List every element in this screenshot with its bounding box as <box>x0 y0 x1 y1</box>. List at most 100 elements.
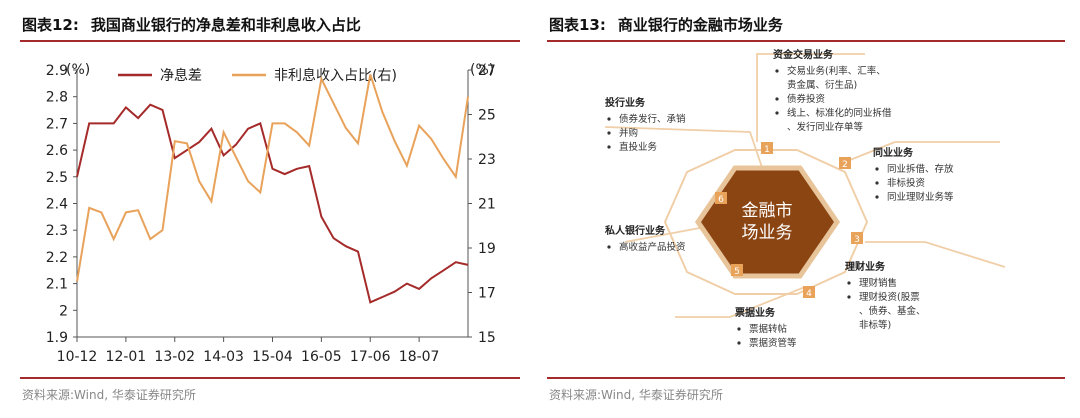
legend: 净息差 非利息收入占比(右) <box>118 67 397 84</box>
source-note-right: 资料来源:Wind, 华泰证券研究所 <box>549 388 723 402</box>
badge-5 <box>731 264 743 276</box>
legend-label-non-interest: 非利息收入占比(右) <box>274 67 397 84</box>
left-y-tick-label: 2.3 <box>46 223 68 239</box>
segment-1-item: 线上、标准化的同业拆借 <box>787 107 892 119</box>
plot-frame <box>76 70 469 338</box>
segment-1-item: 、发行同业存单等 <box>787 121 864 133</box>
bottom-rule-right <box>547 377 1065 379</box>
right-y-tick-label: 23 <box>478 152 496 168</box>
left-y-tick-label: 2.4 <box>46 197 68 213</box>
segment-6-item: 直投业务 <box>619 141 658 153</box>
x-ticks: 10-12 12-01 13-02 14-03 15-04 16-05 17-06 18-07 <box>57 337 440 365</box>
segment-3-title: 理财业务 <box>845 260 886 273</box>
x-tick-label: 12-01 <box>106 349 147 365</box>
figure-number-right: 图表13: <box>549 16 606 34</box>
x-tick-label: 10-12 <box>57 349 98 365</box>
left-y-tick-label: 2.5 <box>46 170 68 186</box>
right-y-tick-label: 25 <box>478 108 496 124</box>
left-y-tick-label: 2 <box>59 303 68 319</box>
badge-2 <box>839 157 851 169</box>
badge-3 <box>851 232 863 244</box>
segment-3-item: 、债券、基金、 <box>859 305 926 317</box>
right-y-tick-label: 27 <box>478 63 496 79</box>
bullet-dot <box>607 117 611 121</box>
badge-5-label: 5 <box>734 267 740 277</box>
bottom-rule-left <box>20 377 520 379</box>
segment-6-title: 投行业务 <box>605 96 646 109</box>
x-tick-label: 15-04 <box>252 349 293 365</box>
left-y-tick-label: 2.8 <box>46 90 68 106</box>
figure-title-left: 图表12: 我国商业银行的净息差和非利息收入占比 <box>22 14 361 35</box>
left-y-tick-label: 2.7 <box>46 116 68 132</box>
segment-5-item: 高收益产品投资 <box>619 241 686 253</box>
source-note-left: 资料来源:Wind, 华泰证券研究所 <box>22 388 196 402</box>
bullet-dot <box>737 341 741 345</box>
right-y-tick-label: 15 <box>478 330 496 346</box>
right-y-tick-label: 21 <box>478 197 496 213</box>
segment-2-title: 同业业务 <box>873 146 914 159</box>
right-axis-unit: (%) <box>470 62 494 78</box>
figure-caption-right: 商业银行的金融市场业务 <box>617 16 783 34</box>
badge-6-label: 6 <box>718 195 724 205</box>
bullet-dot <box>607 245 611 249</box>
segment-3-item: 非标等) <box>859 319 891 331</box>
hexagon-segments <box>663 149 869 295</box>
segment-3-item: 理财投资(股票 <box>859 291 920 303</box>
segment-2-item: 同业拆借、存放 <box>887 163 954 175</box>
bullet-dot <box>737 327 741 331</box>
bullet-dot <box>847 281 851 285</box>
line-chart: (%) (%) 2.92.82.72.62.52.42.32.22.121.9 … <box>46 62 496 365</box>
bullet-dot <box>875 167 879 171</box>
center-label-line1: 金融市 <box>742 201 793 221</box>
segment-2-item: 同业理财业务等 <box>887 191 954 203</box>
right-y-tick-label: 19 <box>478 241 496 257</box>
bullet-dot <box>775 69 779 73</box>
center-label-line2: 场业务 <box>742 223 793 243</box>
figure-caption-left: 我国商业银行的净息差和非利息收入占比 <box>90 16 361 34</box>
figure-number-left: 图表12: <box>22 16 79 34</box>
badge-4-label: 4 <box>806 289 812 299</box>
segment-4-item: 票据转帖 <box>749 323 788 335</box>
x-tick-label: 13-02 <box>154 349 195 365</box>
badge-1-label: 1 <box>764 145 770 155</box>
segment-1-item: 交易业务(利率、汇率、 <box>787 65 886 77</box>
center-hexagon <box>694 165 841 279</box>
badge-3-label: 3 <box>854 235 860 245</box>
segment-1-title: 资金交易业务 <box>773 48 834 61</box>
bullet-dot <box>875 195 879 199</box>
badge-1 <box>761 142 773 154</box>
figure-title-right: 图表13: 商业银行的金融市场业务 <box>549 14 783 35</box>
x-tick-label: 16-05 <box>301 349 342 365</box>
x-tick-label: 17-06 <box>350 349 391 365</box>
series-line-nim <box>76 103 469 304</box>
badge-2-label: 2 <box>842 160 848 170</box>
bullet-dot <box>847 295 851 299</box>
left-y-tick-label: 1.9 <box>46 330 68 346</box>
bullet-dot <box>775 111 779 115</box>
segment-5-title: 私人银行业务 <box>604 224 666 237</box>
segment-1-item: 贵金属、衍生品) <box>787 79 857 91</box>
top-rule-left <box>20 40 520 42</box>
left-panel: 图表12: 我国商业银行的净息差和非利息收入占比 (%) (%) 2.9 2.8 2.… <box>0 0 535 418</box>
segment-4-item: 票据资管等 <box>749 337 797 349</box>
segment-3-item: 理财销售 <box>859 277 897 289</box>
right-y-ticks: 27 25 23 21 19 17 15 <box>468 63 496 346</box>
left-y-tick-label: 2.6 <box>46 143 68 159</box>
right-panel: 图表13: 商业银行的金融市场业务 金融市 场业务 1 2 3 4 5 <box>545 0 1080 418</box>
bullet-dot <box>775 97 779 101</box>
top-rule-right <box>547 40 1065 42</box>
bullet-dot <box>875 181 879 185</box>
x-tick-label: 18-07 <box>399 349 440 365</box>
segment-6-item: 并购 <box>619 127 638 139</box>
bullet-dot <box>607 131 611 135</box>
badge-6 <box>715 192 727 204</box>
segment-1-item: 债券投资 <box>787 93 826 105</box>
segment-6-item: 债券发行、承销 <box>619 113 686 125</box>
bullet-dot <box>607 145 611 149</box>
x-tick-label: 14-03 <box>203 349 244 365</box>
segment-badges: 1 2 3 4 5 6 <box>715 142 863 299</box>
left-y-tick-label: 2.1 <box>46 277 68 293</box>
segment-4-title: 票据业务 <box>735 306 776 319</box>
legend-label-nim: 净息差 <box>160 67 202 84</box>
